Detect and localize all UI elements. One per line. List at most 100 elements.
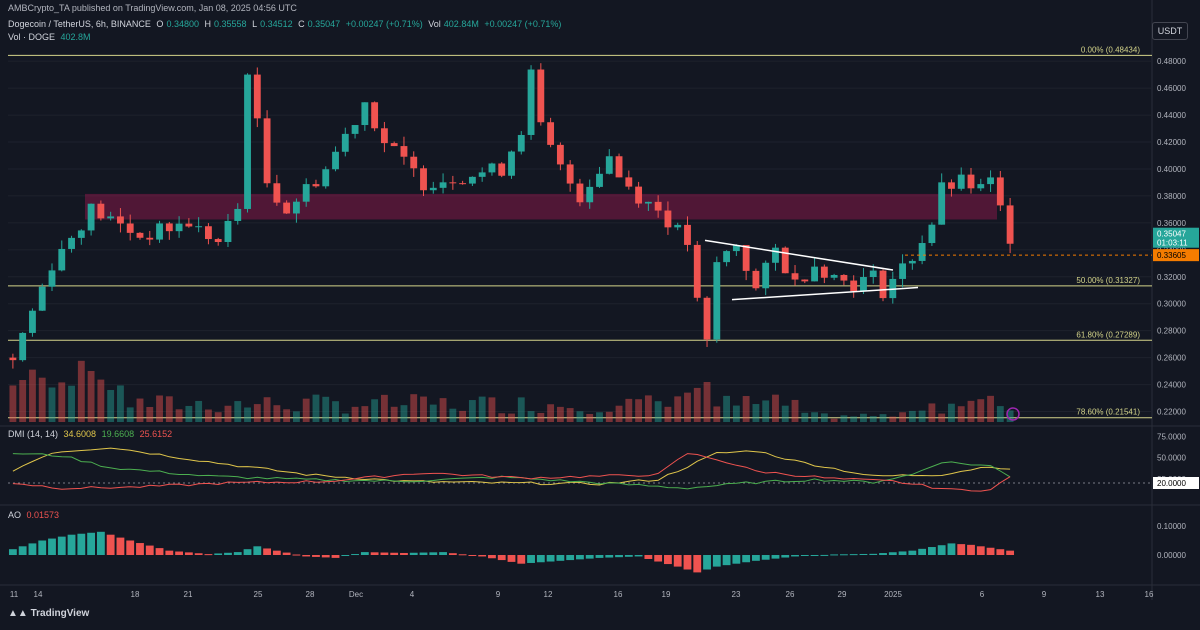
volume-bar: [860, 413, 867, 422]
ao-bar: [986, 547, 995, 555]
ao-bar: [409, 552, 418, 555]
volume-bar: [996, 406, 1004, 422]
volume-bar: [957, 406, 965, 422]
ao-bar: [194, 553, 203, 555]
volume-bar: [605, 411, 613, 422]
ao-bar: [175, 551, 184, 555]
candle-body: [644, 201, 652, 204]
volume-bar: [322, 396, 330, 422]
ao-bar: [204, 554, 213, 556]
ao-bar: [664, 555, 672, 565]
candle-body: [517, 134, 525, 152]
currency-button[interactable]: USDT: [1152, 22, 1188, 40]
volume-bar: [498, 413, 506, 422]
volume-bar: [185, 405, 193, 422]
ao-bar: [28, 543, 37, 555]
candle-body: [967, 174, 975, 189]
candle-body: [1006, 205, 1014, 244]
volume-bar: [77, 360, 85, 422]
candle-body: [361, 102, 369, 126]
ao-bar: [849, 554, 858, 556]
volume-bar: [156, 395, 163, 422]
dmi-label: DMI (14, 14): [8, 429, 59, 439]
ao-bar: [898, 551, 907, 555]
last-price-countdown: 01:03:11: [1157, 239, 1188, 248]
candle-body: [850, 280, 858, 292]
volume-bar: [644, 395, 652, 422]
dmi-plus-value: 19.6608: [101, 429, 135, 439]
volume-bar: [234, 401, 242, 422]
ao-bar: [644, 555, 653, 559]
candle-body: [244, 74, 251, 209]
fib-label: 78.60% (0.21541): [1076, 408, 1140, 417]
ao-bar: [341, 555, 350, 556]
ao-tick-label: 0.10000: [1157, 522, 1186, 531]
volume-bar: [29, 369, 36, 422]
candle-body: [762, 262, 770, 289]
ao-bar: [419, 552, 428, 555]
tradingview-icon: ▲▲: [8, 608, 28, 619]
ao-bar: [732, 555, 741, 564]
candle-body: [136, 232, 144, 238]
volume-bar: [136, 398, 144, 422]
ao-bar: [791, 555, 799, 557]
high-label: H: [204, 19, 212, 29]
ao-bar: [370, 552, 379, 555]
low-value: 0.34512: [260, 19, 293, 29]
volume-bar: [58, 382, 66, 422]
ao-bar: [556, 555, 565, 561]
volume-bar: [732, 405, 740, 422]
resistance-zone: [85, 193, 997, 220]
candle-body: [312, 184, 320, 187]
candle-body: [498, 163, 506, 176]
ao-bar: [429, 552, 438, 555]
ao-bar: [351, 554, 359, 556]
candle-body: [263, 118, 271, 184]
ao-bar: [654, 555, 663, 562]
ao-bar: [996, 549, 1005, 555]
candle-body: [224, 220, 232, 242]
candle-body: [684, 224, 691, 245]
ao-bar: [360, 552, 369, 555]
high-value: 0.35558: [214, 19, 247, 29]
volume-bar: [371, 399, 379, 422]
marked-level-label: 0.33605: [1157, 251, 1186, 260]
ao-bar: [48, 538, 56, 555]
ao-bar: [947, 543, 956, 555]
open-label: O: [156, 19, 164, 29]
price-tick-label: 0.38000: [1157, 192, 1186, 201]
ao-bar: [634, 555, 643, 557]
candle-body: [791, 273, 799, 280]
ao-bar: [888, 552, 897, 555]
volume-bar: [948, 403, 955, 422]
volume-bar: [459, 410, 467, 422]
price-tick-label: 0.32000: [1157, 273, 1186, 282]
candle-body: [195, 226, 203, 228]
volume-bar: [723, 395, 731, 422]
ao-bar: [859, 553, 868, 555]
tradingview-logo: ▲▲ TradingView: [8, 608, 89, 619]
dmi-threshold-tag: [1153, 477, 1199, 489]
price-tick-label: 0.36000: [1157, 219, 1186, 228]
volume-bar: [332, 401, 339, 422]
volume-legend: Vol · DOGE 402.8M: [8, 32, 94, 42]
volume-bar: [713, 406, 721, 422]
vol-label: Vol: [428, 19, 441, 29]
volume-bar: [97, 379, 105, 422]
time-tick-label: 12: [544, 590, 553, 599]
ao-bar: [605, 555, 614, 558]
fib-label: 0.00% (0.48434): [1081, 45, 1140, 54]
candle-body: [107, 216, 115, 219]
time-tick-label: 16: [614, 590, 623, 599]
candle-body: [869, 270, 877, 278]
candle-body: [781, 247, 789, 274]
volume-bar: [273, 405, 281, 422]
volume-bar: [967, 400, 975, 422]
candle-body: [29, 310, 36, 333]
candle-body: [987, 177, 994, 185]
candle-body: [742, 245, 750, 271]
candle-body: [556, 144, 564, 165]
volume-bar: [302, 398, 310, 422]
